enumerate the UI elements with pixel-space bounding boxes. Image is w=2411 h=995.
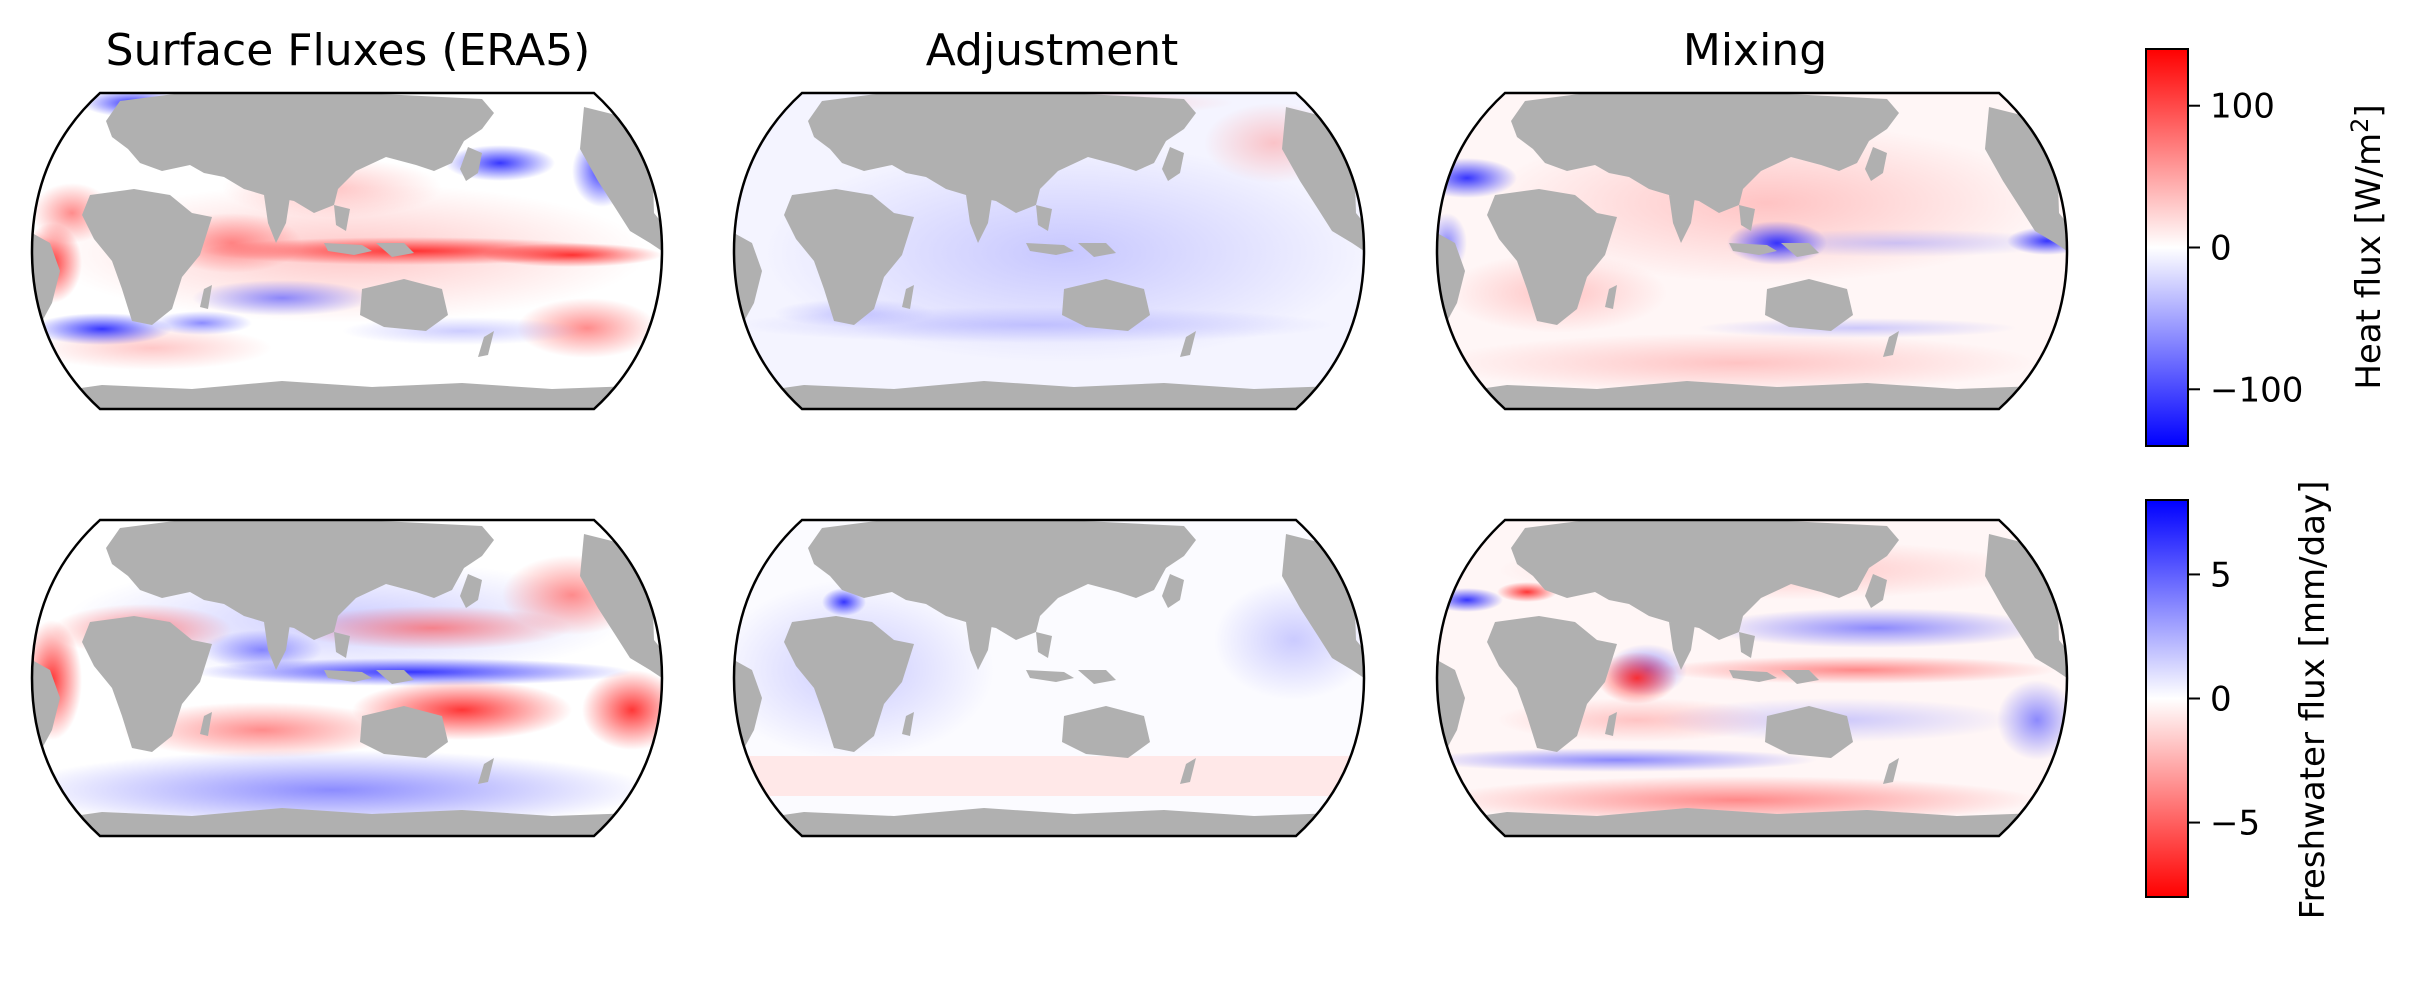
colorbar-heat-tick-label: −100 xyxy=(2210,370,2303,410)
colorbar-freshwater-tick-label: −5 xyxy=(2210,804,2260,844)
colorbar-heat-tick-label: 100 xyxy=(2210,87,2275,127)
map-panel-heat-adjustment xyxy=(732,91,1366,411)
map-panel-heat-surface-fluxes xyxy=(30,91,664,411)
colorbar-freshwater: 5 0 −5 Freshwater flux [mm/day] xyxy=(2145,481,2333,920)
column-title-surface-fluxes: Surface Fluxes (ERA5) xyxy=(106,25,591,76)
colorbar-freshwater-tick-label: 0 xyxy=(2210,680,2232,720)
colorbar-freshwater-ticks: 5 0 −5 xyxy=(2188,555,2260,844)
map-panel-freshwater-mixing xyxy=(1435,518,2069,838)
colorbar-freshwater-label: Freshwater flux [mm/day] xyxy=(2293,481,2333,920)
map-panel-heat-mixing xyxy=(1435,91,2069,411)
colorbar-freshwater-bar xyxy=(2145,499,2189,898)
column-title-adjustment: Adjustment xyxy=(926,25,1179,76)
colorbar-heat-bar xyxy=(2145,48,2189,447)
colorbar-heat: 100 0 −100 Heat flux [W/m2] xyxy=(2145,48,2389,447)
column-title-mixing: Mixing xyxy=(1683,25,1827,76)
colorbar-heat-label: Heat flux [W/m2] xyxy=(2346,104,2389,389)
colorbar-freshwater-tick-label: 5 xyxy=(2210,555,2232,595)
map-panel-freshwater-adjustment xyxy=(732,518,1366,838)
colorbar-heat-tick-label: 0 xyxy=(2210,229,2232,269)
colorbar-heat-ticks: 100 0 −100 xyxy=(2188,87,2303,410)
map-panel-freshwater-surface-fluxes xyxy=(30,518,664,838)
